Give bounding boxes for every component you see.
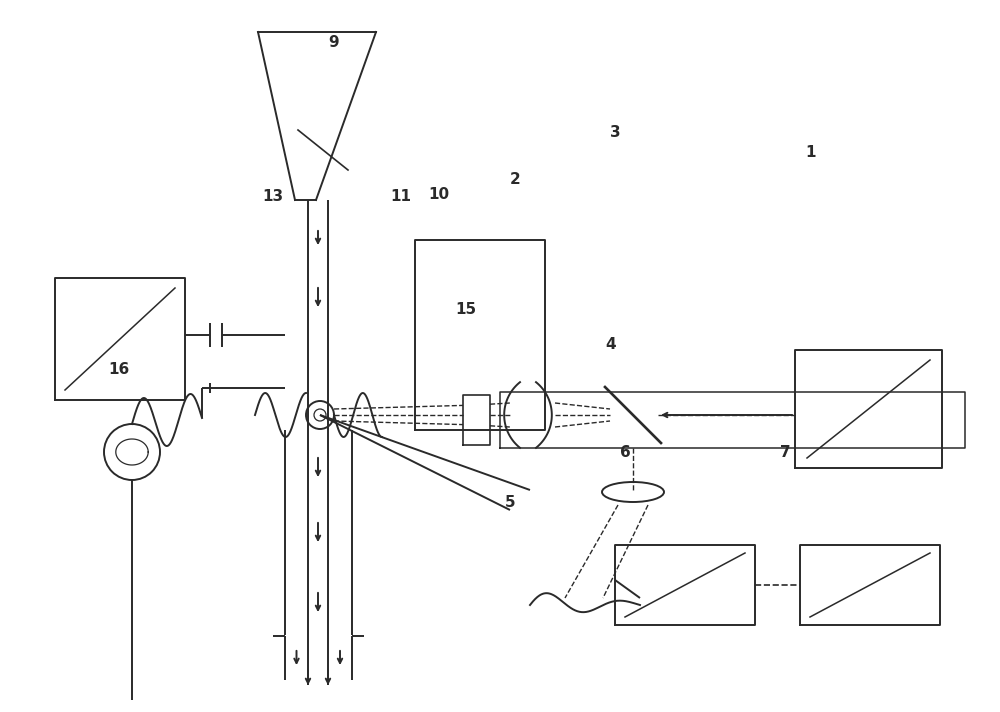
- Text: 16: 16: [108, 362, 129, 377]
- Text: 4: 4: [605, 337, 616, 352]
- Text: 10: 10: [428, 187, 449, 202]
- Text: 5: 5: [505, 495, 516, 510]
- Text: 9: 9: [328, 35, 339, 50]
- Text: 2: 2: [510, 172, 521, 187]
- Text: 15: 15: [455, 302, 476, 317]
- Text: 3: 3: [610, 125, 621, 140]
- Text: 1: 1: [805, 145, 816, 160]
- Text: 7: 7: [780, 445, 791, 460]
- Text: 13: 13: [262, 189, 283, 204]
- Text: 11: 11: [390, 189, 411, 204]
- Text: 6: 6: [620, 445, 631, 460]
